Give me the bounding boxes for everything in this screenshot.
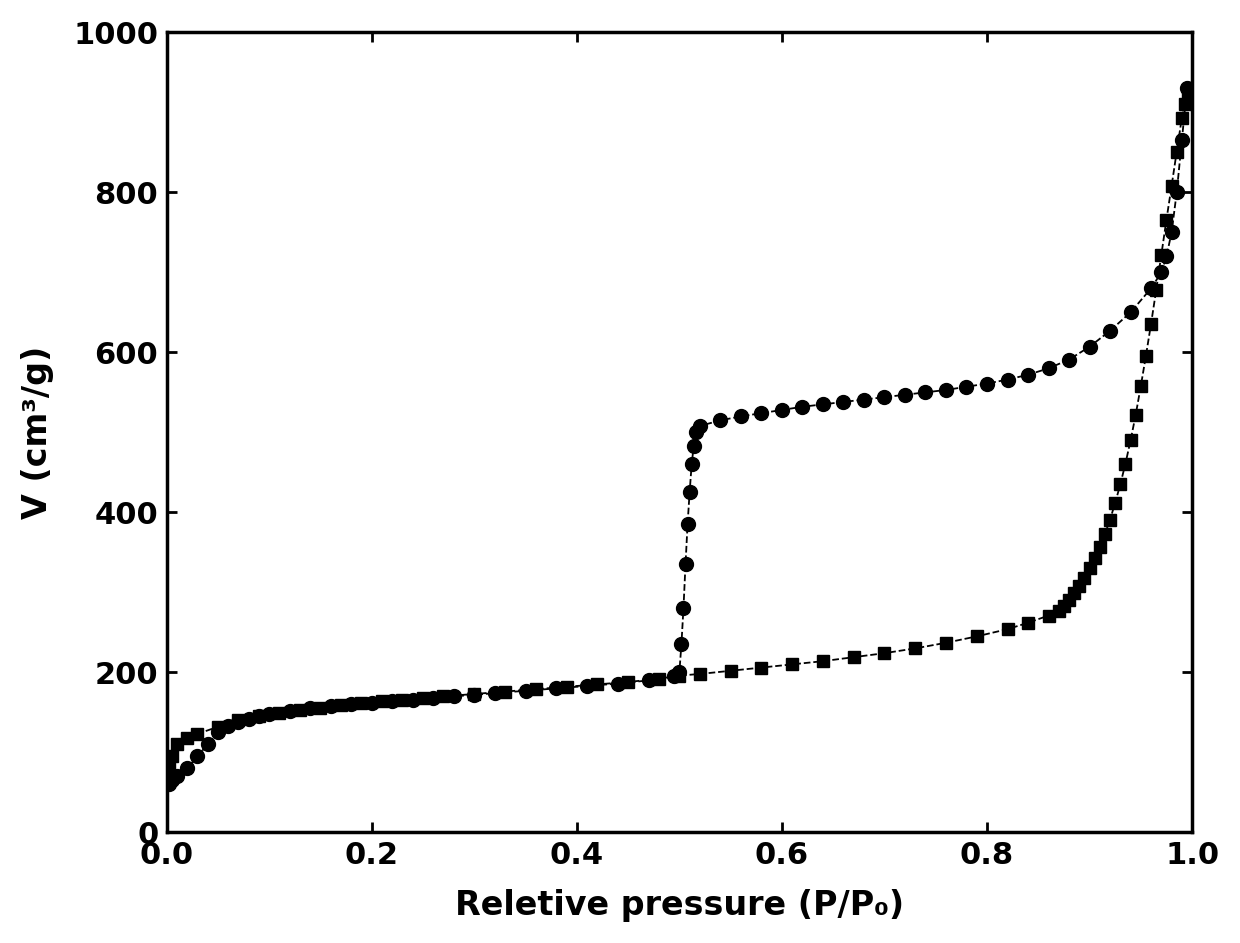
X-axis label: Reletive pressure (P/P₀): Reletive pressure (P/P₀) — [455, 889, 904, 922]
Y-axis label: V (cm³/g): V (cm³/g) — [21, 346, 53, 519]
